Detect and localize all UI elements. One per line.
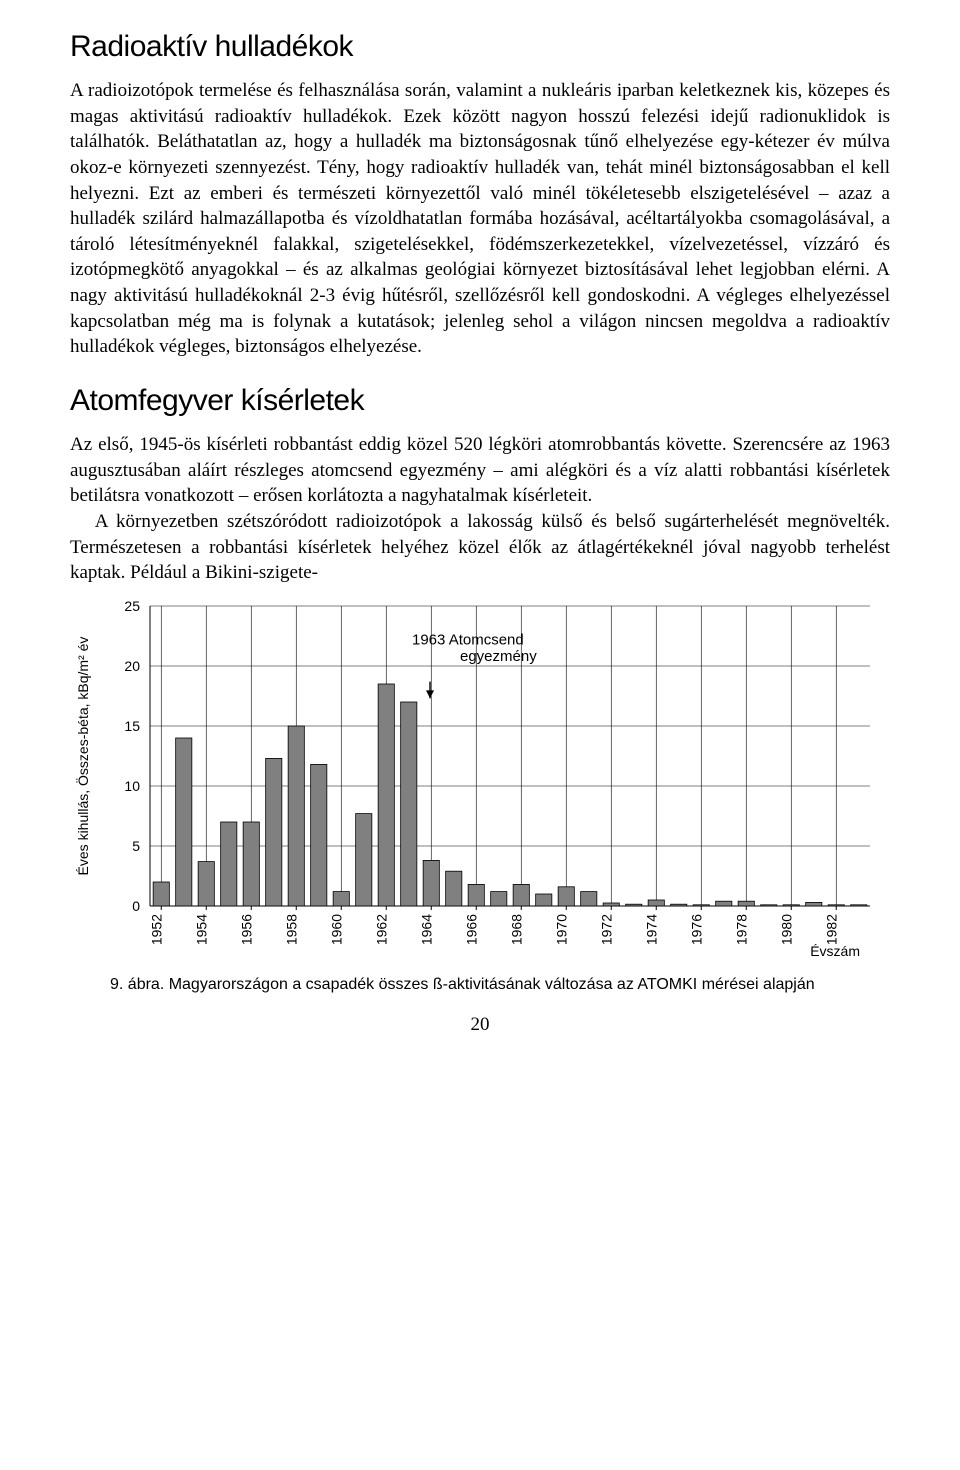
svg-text:1974: 1974 <box>643 914 659 945</box>
svg-text:25: 25 <box>124 598 140 614</box>
section1-paragraph: A radioizotópok termelése és felhasználá… <box>70 78 890 360</box>
svg-text:5: 5 <box>132 838 140 854</box>
section1-heading: Radioaktív hulladékok <box>70 30 890 64</box>
svg-text:1978: 1978 <box>733 914 749 945</box>
svg-text:1970: 1970 <box>553 914 569 945</box>
svg-text:1960: 1960 <box>328 914 344 945</box>
svg-text:Éves kihullás, Összes-béta, kB: Éves kihullás, Összes-béta, kBq/m² év <box>74 636 91 875</box>
page: Radioaktív hulladékok A radioizotópok te… <box>0 0 960 1076</box>
svg-text:1952: 1952 <box>148 914 164 945</box>
beta-activity-chart: 0 5 10 15 20 25 1952 1954 1956 1958 1960 1962 1964 19… <box>70 596 890 966</box>
section2-heading: Atomfegyver kísérletek <box>70 384 890 418</box>
svg-text:1954: 1954 <box>193 914 209 945</box>
svg-text:1972: 1972 <box>598 914 614 945</box>
svg-text:egyezmény: egyezmény <box>460 648 537 665</box>
svg-text:1963 Atomcsend: 1963 Atomcsend <box>412 631 524 648</box>
svg-text:10: 10 <box>124 778 140 794</box>
svg-text:1976: 1976 <box>688 914 704 945</box>
svg-text:1968: 1968 <box>508 914 524 945</box>
section2-paragraph2: A környezetben szétszóródott radioizotóp… <box>70 509 890 586</box>
svg-text:15: 15 <box>124 718 140 734</box>
svg-text:1956: 1956 <box>238 914 254 945</box>
figure-caption: 9. ábra. Magyarországon a csapadék össze… <box>70 976 890 994</box>
svg-text:0: 0 <box>132 898 140 914</box>
chart-svg: 0 5 10 15 20 25 1952 1954 1956 1958 1960 1962 1964 19… <box>70 596 890 966</box>
svg-text:1958: 1958 <box>283 914 299 945</box>
svg-text:Évszám: Évszám <box>810 943 860 959</box>
section2-paragraph1: Az első, 1945-ös kísérleti robbantást ed… <box>70 432 890 509</box>
page-number: 20 <box>70 1014 890 1036</box>
svg-text:20: 20 <box>124 658 140 674</box>
svg-text:1980: 1980 <box>778 914 794 945</box>
svg-text:1982: 1982 <box>823 914 839 945</box>
svg-text:1966: 1966 <box>463 914 479 945</box>
svg-text:1964: 1964 <box>418 914 434 945</box>
svg-text:1962: 1962 <box>373 914 389 945</box>
